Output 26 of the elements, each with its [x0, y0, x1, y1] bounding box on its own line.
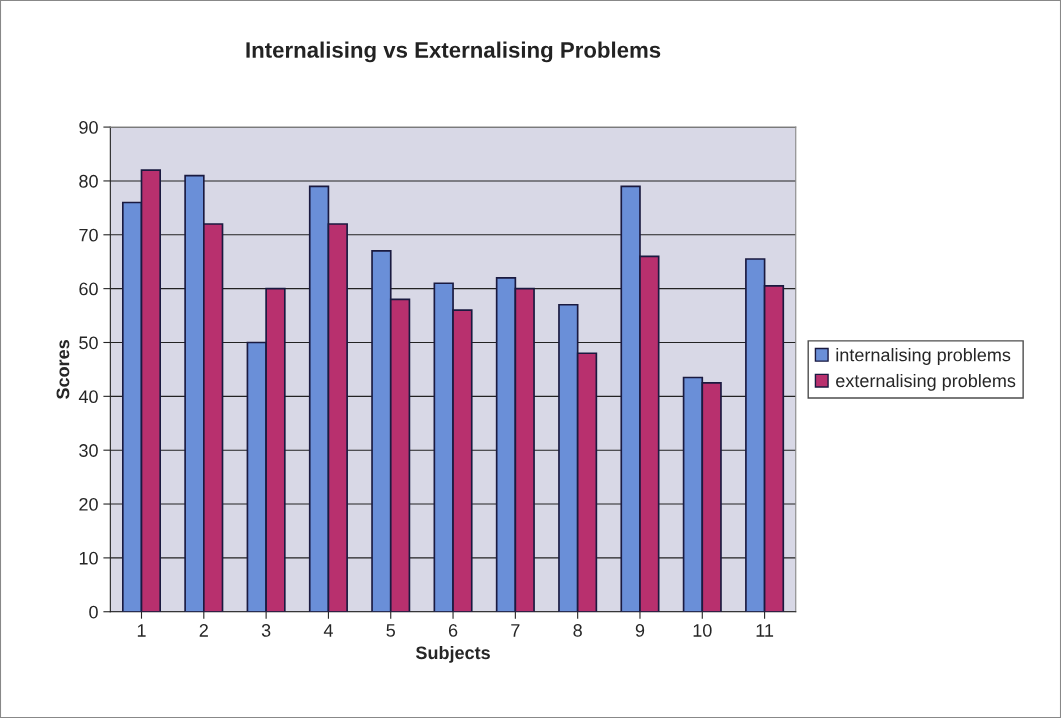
x-tick-label: 4: [323, 624, 333, 637]
y-tick-label: 20: [79, 497, 98, 511]
x-tick-label: 5: [386, 624, 395, 637]
y-tick-label: 10: [79, 551, 98, 565]
y-tick-label: 60: [79, 282, 98, 296]
x-tick-label: 3: [261, 624, 271, 637]
x-tick-label: 7: [511, 624, 520, 637]
legend-label: internalising problems: [836, 348, 1011, 365]
x-tick-label: 6: [448, 624, 458, 637]
y-tick-label: 30: [79, 444, 98, 457]
y-tick-label: 90: [79, 121, 98, 134]
x-tick-label: 9: [635, 624, 645, 637]
x-tick-label: 2: [199, 624, 208, 637]
y-tick-label: 80: [79, 174, 98, 188]
x-tick-label: 11: [756, 624, 774, 637]
x-axis-title: Subjects: [415, 645, 490, 663]
y-tick-label: 0: [89, 605, 98, 619]
y-tick-label: 40: [78, 390, 98, 404]
y-tick-label: 70: [79, 228, 98, 242]
y-axis-title: Scores: [56, 340, 70, 399]
y-tick-label: 50: [79, 336, 98, 350]
legend-label: externalising problems: [836, 373, 1016, 391]
x-tick-label: 8: [573, 624, 582, 637]
x-tick-label: 1: [137, 624, 146, 637]
x-tick-label: 10: [693, 624, 712, 637]
chart-title: Internalising vs Externalising Problems: [246, 41, 661, 63]
